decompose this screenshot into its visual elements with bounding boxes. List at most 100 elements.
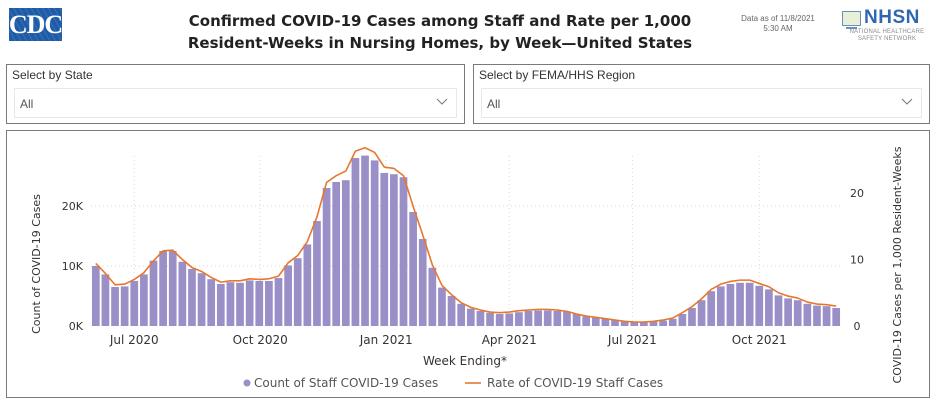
bar[interactable] xyxy=(553,311,562,326)
bar[interactable] xyxy=(120,286,129,326)
bar[interactable] xyxy=(351,158,360,326)
bar[interactable] xyxy=(591,317,600,326)
bar[interactable] xyxy=(822,306,831,326)
bar[interactable] xyxy=(534,310,542,326)
bar[interactable] xyxy=(688,308,696,326)
bar[interactable] xyxy=(630,321,639,326)
bar[interactable] xyxy=(149,260,158,326)
bar[interactable] xyxy=(245,280,254,326)
bar[interactable] xyxy=(332,182,341,326)
y-tick-label: 20K xyxy=(62,200,84,213)
cdc-logo[interactable]: CDC xyxy=(9,8,62,41)
bar[interactable] xyxy=(495,314,504,326)
bar[interactable] xyxy=(543,310,552,326)
bar[interactable] xyxy=(188,269,196,326)
bar[interactable] xyxy=(515,312,523,326)
bar[interactable] xyxy=(601,318,610,326)
bar[interactable] xyxy=(265,281,273,326)
bar[interactable] xyxy=(793,300,802,326)
region-dropdown[interactable]: All xyxy=(481,88,922,118)
legend-item-rate[interactable]: Rate of COVID-19 Staff Cases xyxy=(487,376,663,390)
bar[interactable] xyxy=(178,261,187,326)
bar[interactable] xyxy=(370,160,379,326)
bar[interactable] xyxy=(697,300,706,326)
bar[interactable] xyxy=(111,287,119,326)
bar[interactable] xyxy=(101,274,110,326)
bar[interactable] xyxy=(476,311,485,326)
bar[interactable] xyxy=(784,298,792,326)
x-tick-label: Jul 2020 xyxy=(109,333,159,347)
bar[interactable] xyxy=(678,314,687,326)
bar[interactable] xyxy=(390,174,398,326)
bar[interactable] xyxy=(361,155,369,326)
bar[interactable] xyxy=(428,267,437,326)
bar[interactable] xyxy=(611,320,619,326)
y2-tick-label: 20 xyxy=(850,187,864,200)
bar[interactable] xyxy=(832,308,841,326)
bar[interactable] xyxy=(91,266,100,326)
bar[interactable] xyxy=(284,265,292,326)
bar[interactable] xyxy=(341,180,350,326)
bar[interactable] xyxy=(409,212,417,326)
bar[interactable] xyxy=(274,278,283,326)
as-of-time: 5:30 AM xyxy=(763,24,793,33)
bar[interactable] xyxy=(466,308,475,326)
bar[interactable] xyxy=(572,314,581,326)
bar[interactable] xyxy=(726,284,735,326)
state-slicer: Select by State All xyxy=(6,64,465,124)
bar[interactable] xyxy=(640,321,648,326)
x-tick-label: Oct 2021 xyxy=(732,333,787,347)
bar[interactable] xyxy=(197,273,206,326)
nhsn-logo[interactable]: NHSN NATIONAL HEALTHCARE SAFETY NETWORK xyxy=(842,8,932,43)
bar[interactable] xyxy=(582,316,591,326)
bar[interactable] xyxy=(130,281,139,326)
x-tick-label: Apr 2021 xyxy=(482,333,537,347)
y-axis-right: 0 10 20 xyxy=(850,187,864,333)
bar[interactable] xyxy=(524,311,533,326)
bar[interactable] xyxy=(745,282,754,326)
bar[interactable] xyxy=(226,282,235,326)
bar[interactable] xyxy=(236,282,244,326)
bar[interactable] xyxy=(293,258,302,326)
bar[interactable] xyxy=(322,188,331,326)
bar[interactable] xyxy=(159,251,167,326)
bar[interactable] xyxy=(255,281,264,326)
cdc-logo-text: CDC xyxy=(9,9,62,39)
bar[interactable] xyxy=(707,291,716,326)
bar[interactable] xyxy=(399,177,408,326)
bar[interactable] xyxy=(716,286,725,326)
bar[interactable] xyxy=(668,318,677,326)
bar[interactable] xyxy=(447,296,456,326)
bar[interactable] xyxy=(803,303,812,326)
bar[interactable] xyxy=(207,279,216,326)
bar[interactable] xyxy=(813,305,821,326)
bar[interactable] xyxy=(303,244,312,326)
bar[interactable] xyxy=(486,312,494,326)
bar[interactable] xyxy=(774,295,783,326)
state-slicer-label: Select by State xyxy=(12,68,93,82)
bar[interactable] xyxy=(505,313,514,326)
bar[interactable] xyxy=(457,303,466,326)
bar[interactable] xyxy=(438,287,446,326)
legend-item-count[interactable]: Count of Staff COVID-19 Cases xyxy=(254,376,438,390)
bar[interactable] xyxy=(765,289,773,326)
legend-bar-marker xyxy=(243,379,251,387)
bar[interactable] xyxy=(216,284,225,326)
bar[interactable] xyxy=(736,282,744,326)
monitor-icon xyxy=(842,10,861,29)
y-axis-label: Count of COVID-19 Cases xyxy=(30,194,43,334)
bar[interactable] xyxy=(313,221,321,326)
state-dropdown[interactable]: All xyxy=(14,88,457,118)
chevron-down-icon[interactable] xyxy=(901,95,913,107)
bar[interactable] xyxy=(563,311,571,326)
y-tick-label: 10K xyxy=(62,260,84,273)
bar[interactable] xyxy=(755,285,764,326)
chevron-down-icon[interactable] xyxy=(436,95,448,107)
bar[interactable] xyxy=(659,320,667,326)
bar[interactable] xyxy=(140,274,148,326)
bar[interactable] xyxy=(620,321,629,326)
bar[interactable] xyxy=(649,321,658,326)
bar[interactable] xyxy=(418,239,427,326)
bar[interactable] xyxy=(168,251,177,326)
bar[interactable] xyxy=(380,173,389,326)
